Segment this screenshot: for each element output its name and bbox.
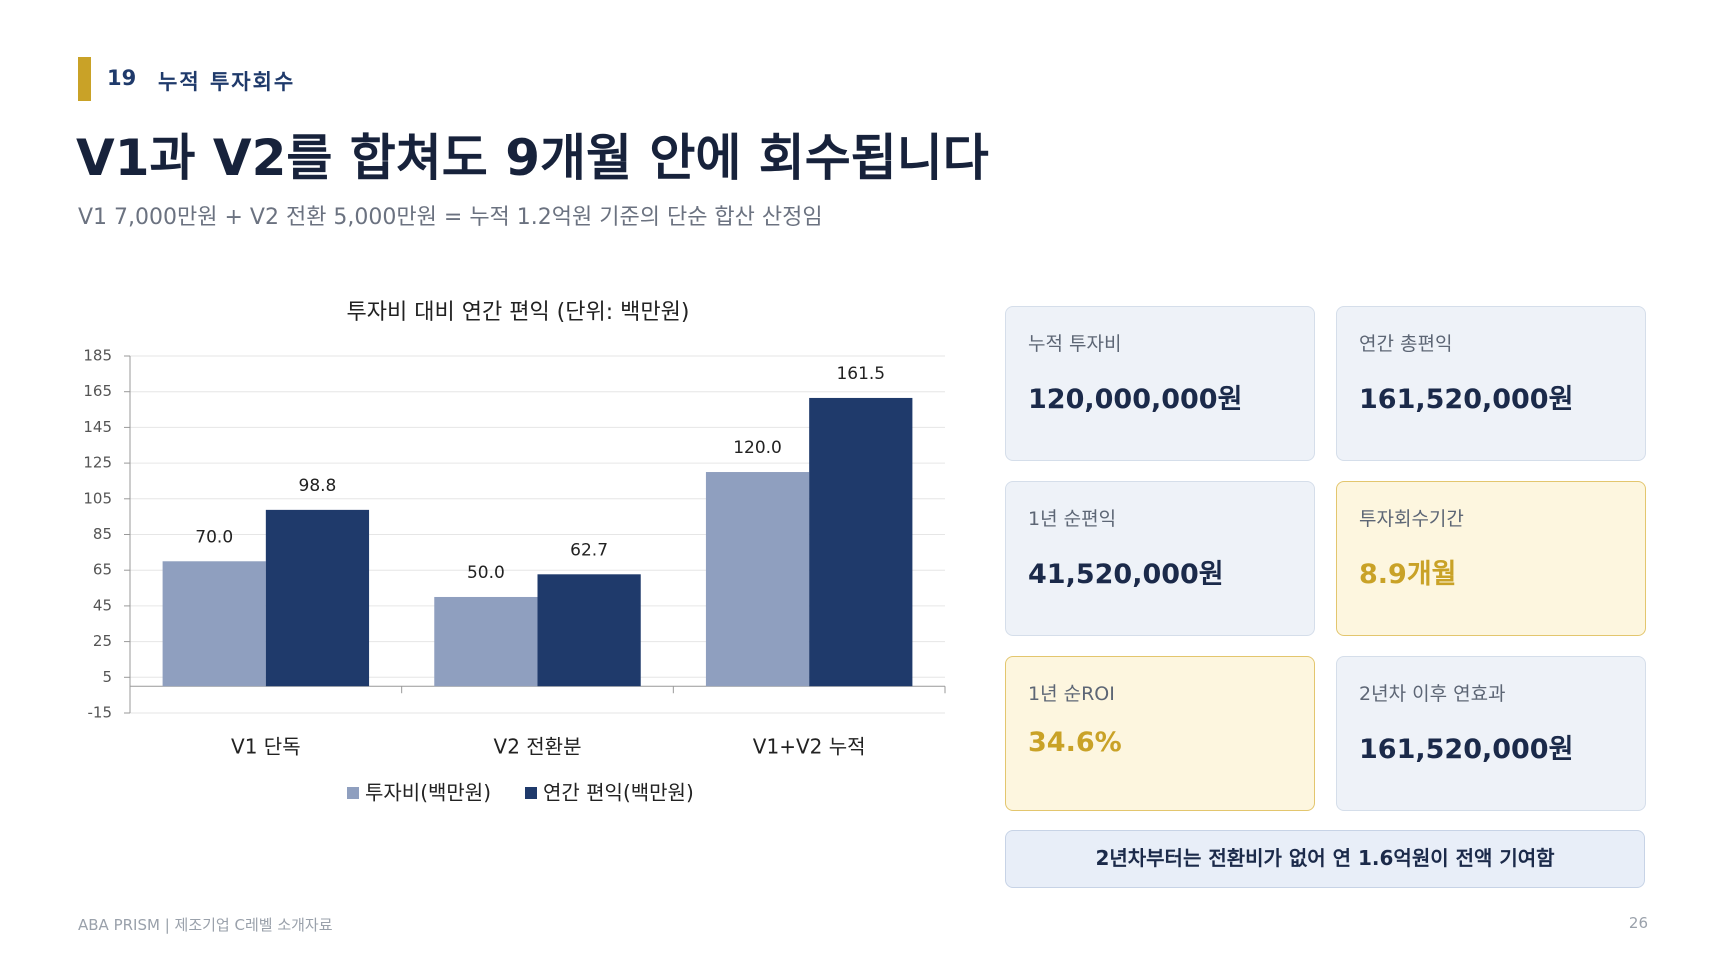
value-label: 70.0 bbox=[195, 527, 233, 547]
card-label: 누적 투자비 bbox=[1028, 333, 1122, 355]
accent-bar bbox=[78, 57, 91, 101]
y-tick-label: 45 bbox=[93, 596, 112, 614]
page-number: 26 bbox=[1628, 914, 1648, 932]
y-tick-label: 65 bbox=[93, 561, 112, 579]
bar bbox=[162, 561, 266, 687]
x-tick-label: V2 전환분 bbox=[494, 735, 582, 759]
legend-label: 연간 편익(백만원) bbox=[543, 781, 694, 805]
card-label: 1년 순ROI bbox=[1028, 683, 1115, 705]
chart: 투자비 대비 연간 편익 (단위: 백만원) -15 5 25 45 65 85 105 12… bbox=[83, 300, 946, 805]
legend-swatch bbox=[525, 787, 537, 799]
y-tick-label: 105 bbox=[83, 489, 112, 507]
y-tick-label: 145 bbox=[83, 418, 112, 436]
card-label: 연간 총편익 bbox=[1359, 333, 1453, 355]
kpi-card: 1년 순ROI 34.6% bbox=[1005, 656, 1315, 811]
y-tick-label: 165 bbox=[83, 382, 112, 400]
title: V1과 V2를 합쳐도 9개월 안에 회수됩니다 bbox=[76, 129, 989, 187]
card-label: 투자회수기간 bbox=[1359, 508, 1464, 530]
card-label: 1년 순편익 bbox=[1028, 508, 1117, 530]
value-label: 50.0 bbox=[467, 563, 505, 583]
section-title: 누적 투자회수 bbox=[158, 70, 296, 94]
footer-left: ABA PRISM | 제조기업 C레벨 소개자료 bbox=[78, 916, 333, 934]
banner: 2년차부터는 전환비가 없어 연 1.6억원이 전액 기여함 bbox=[1005, 830, 1645, 888]
kpi-card: 누적 투자비 120,000,000원 bbox=[1005, 306, 1315, 461]
y-tick-label: 5 bbox=[102, 668, 112, 686]
y-tick-label: -15 bbox=[88, 704, 113, 722]
card-value: 161,520,000원 bbox=[1359, 384, 1574, 415]
kpi-card: 연간 총편익 161,520,000원 bbox=[1336, 306, 1646, 461]
kpi-card: 투자회수기간 8.9개월 bbox=[1336, 481, 1646, 636]
card-value: 120,000,000원 bbox=[1028, 384, 1243, 415]
card-value: 34.6% bbox=[1028, 727, 1122, 758]
y-tick-label: 85 bbox=[93, 525, 112, 543]
bar bbox=[434, 596, 538, 687]
x-tick-label: V1 단독 bbox=[231, 735, 301, 759]
value-label: 161.5 bbox=[836, 364, 885, 384]
value-label: 62.7 bbox=[570, 540, 608, 560]
card-value: 41,520,000원 bbox=[1028, 559, 1224, 590]
chart-title: 투자비 대비 연간 편익 (단위: 백만원) bbox=[347, 300, 690, 325]
legend-label: 투자비(백만원) bbox=[365, 781, 491, 805]
bar bbox=[537, 574, 641, 687]
value-label: 120.0 bbox=[733, 438, 782, 458]
y-tick-label: 125 bbox=[83, 454, 112, 472]
card-value: 8.9개월 bbox=[1359, 559, 1457, 590]
card-label: 2년차 이후 연효과 bbox=[1359, 683, 1506, 705]
bar bbox=[265, 509, 370, 687]
bar bbox=[809, 397, 913, 687]
bar bbox=[705, 472, 810, 687]
legend-swatch bbox=[347, 787, 359, 799]
y-tick-label: 185 bbox=[83, 347, 112, 365]
value-label: 98.8 bbox=[299, 476, 337, 496]
section-number: 19 bbox=[107, 66, 137, 90]
kpi-card: 2년차 이후 연효과 161,520,000원 bbox=[1336, 656, 1646, 811]
x-tick-label: V1+V2 누적 bbox=[753, 735, 866, 759]
card-value: 161,520,000원 bbox=[1359, 734, 1574, 765]
kpi-card: 1년 순편익 41,520,000원 bbox=[1005, 481, 1315, 636]
y-tick-label: 25 bbox=[93, 632, 112, 650]
subtitle: V1 7,000만원 + V2 전환 5,000만원 = 누적 1.2억원 기준… bbox=[78, 205, 823, 230]
